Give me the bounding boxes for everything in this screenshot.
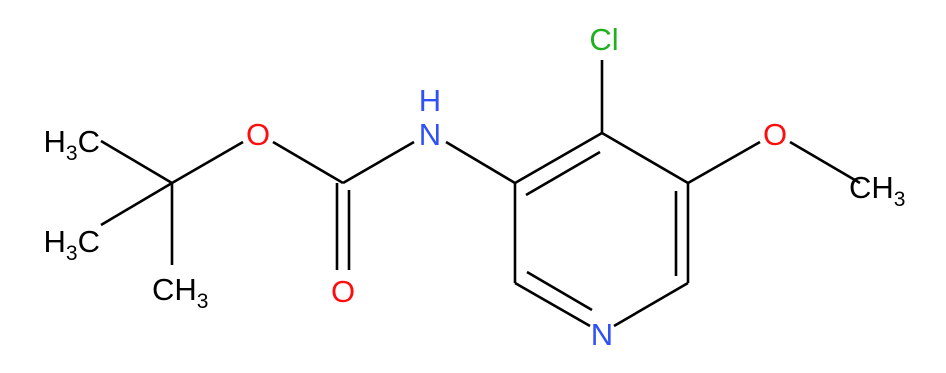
nitrogen-label: N (591, 317, 613, 352)
methyl-label: H3C (44, 124, 100, 165)
bond (171, 140, 244, 185)
bonds (100, 60, 861, 328)
methyl-label: CH3 (849, 170, 905, 211)
oxygen-label: O (246, 117, 270, 152)
subscript: 3 (66, 142, 78, 165)
nitrogen-label: N (419, 117, 441, 152)
atom-text: H (44, 224, 66, 259)
bond (272, 140, 344, 185)
bond (514, 281, 591, 328)
methyl-label: H3C (44, 224, 100, 265)
bond (601, 131, 689, 185)
bond (687, 140, 761, 185)
atom-text: C (78, 224, 100, 259)
atom-text: CH (849, 170, 894, 205)
atom-text: H (44, 124, 66, 159)
methyl-label: CH3 (152, 272, 208, 313)
atom-labels: H3C H3C CH3 CH3 O O N H Cl O N (44, 22, 906, 352)
subscript: 3 (197, 290, 209, 313)
atom-text: C (78, 124, 100, 159)
chlorine-label: Cl (589, 22, 618, 57)
bond (526, 270, 593, 312)
bond (613, 281, 689, 328)
bond (100, 139, 173, 185)
bond (525, 150, 601, 197)
atom-text: CH (152, 272, 197, 307)
subscript: 3 (894, 188, 906, 211)
oxygen-label: O (763, 117, 787, 152)
bond (342, 140, 415, 185)
hydrogen-label: H (419, 83, 441, 118)
bond (445, 140, 516, 185)
bond (789, 140, 861, 185)
subscript: 3 (66, 242, 78, 265)
oxygen-label: O (331, 274, 355, 309)
bond (514, 131, 603, 185)
bond (100, 181, 173, 227)
